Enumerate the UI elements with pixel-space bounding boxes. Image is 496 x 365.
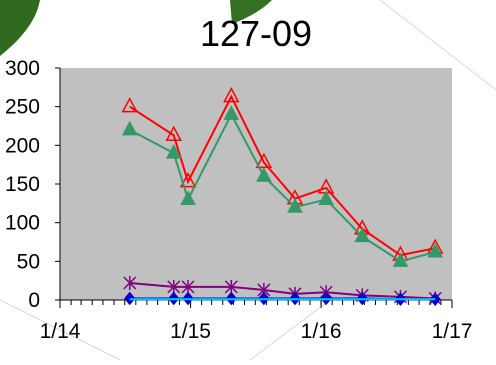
data-point xyxy=(256,167,272,182)
x-axis: 1/14 1/15 1/16 1/17 xyxy=(40,299,473,343)
leaf-decoration xyxy=(0,0,40,56)
data-point xyxy=(167,279,181,294)
y-axis: 0 50 100 150 200 250 300 xyxy=(5,57,61,312)
data-point xyxy=(224,279,238,294)
y-tick-label: 50 xyxy=(17,250,40,273)
data-point xyxy=(223,105,240,120)
data-point xyxy=(165,144,182,159)
plot-area xyxy=(60,68,452,300)
data-point xyxy=(223,87,240,103)
y-tick-label: 300 xyxy=(5,57,40,80)
data-point xyxy=(318,190,334,205)
series-layer xyxy=(121,87,444,307)
x-tick-label: 1/15 xyxy=(170,320,211,343)
data-point xyxy=(427,242,444,258)
data-point xyxy=(123,275,137,290)
data-point xyxy=(165,125,182,142)
leaf-decoration xyxy=(230,0,272,24)
series-line xyxy=(129,281,436,300)
y-tick-label: 150 xyxy=(5,173,40,196)
y-tick-label: 200 xyxy=(5,134,40,157)
x-tick-label: 1/17 xyxy=(432,320,473,343)
data-point xyxy=(287,198,303,213)
data-point xyxy=(180,190,196,205)
y-tick-label: 250 xyxy=(5,96,40,119)
y-tick-label: 0 xyxy=(28,289,40,312)
data-point xyxy=(121,120,138,136)
x-tick-label: 1/16 xyxy=(301,320,342,343)
data-point xyxy=(354,227,371,243)
data-point xyxy=(121,97,139,113)
chart-title: 127-09 xyxy=(200,13,312,54)
series-line xyxy=(129,112,436,263)
data-point xyxy=(392,252,409,267)
data-point xyxy=(181,279,195,294)
y-tick-label: 100 xyxy=(5,212,40,235)
x-tick-label: 1/14 xyxy=(40,320,81,343)
data-point xyxy=(179,172,197,188)
series-2 xyxy=(121,105,444,267)
